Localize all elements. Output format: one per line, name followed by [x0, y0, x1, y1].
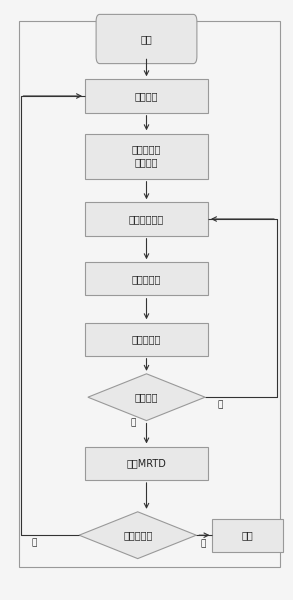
Text: 是: 是 — [31, 539, 36, 547]
Text: 提取目标与
背景区域: 提取目标与 背景区域 — [132, 145, 161, 167]
Bar — [85, 323, 208, 355]
Polygon shape — [88, 374, 205, 421]
Text: 计算MRTD: 计算MRTD — [127, 458, 166, 468]
Text: 计算灰度差: 计算灰度差 — [132, 334, 161, 344]
Text: 是: 是 — [131, 418, 136, 427]
Bar — [85, 202, 208, 235]
Text: 保存区域坐标: 保存区域坐标 — [129, 214, 164, 224]
Bar — [85, 262, 208, 295]
FancyBboxPatch shape — [96, 14, 197, 64]
Bar — [85, 133, 208, 179]
Bar — [85, 79, 208, 113]
Text: 是否初始化: 是否初始化 — [123, 530, 152, 540]
Text: 开始: 开始 — [141, 34, 152, 44]
Text: 温差输入: 温差输入 — [135, 91, 158, 101]
Bar — [212, 518, 283, 552]
Text: 调组数据: 调组数据 — [135, 392, 158, 402]
Text: 改变温差值: 改变温差值 — [132, 274, 161, 284]
Polygon shape — [79, 512, 196, 559]
Bar — [85, 446, 208, 480]
Text: 否: 否 — [201, 540, 206, 548]
Bar — [19, 21, 280, 567]
Text: 否: 否 — [217, 401, 222, 409]
Text: 退出: 退出 — [242, 530, 253, 540]
